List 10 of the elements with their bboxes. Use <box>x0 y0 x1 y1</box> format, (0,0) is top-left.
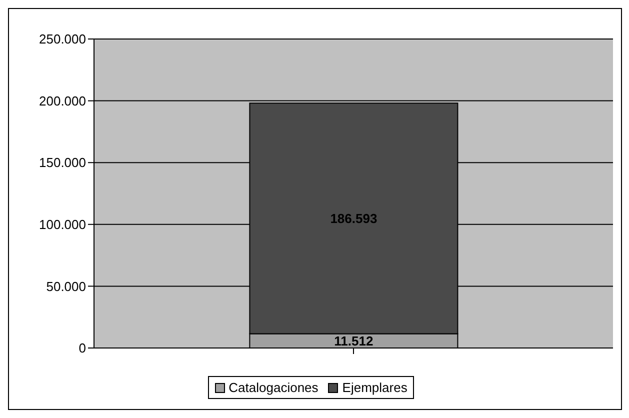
y-tick-label: 50.000 <box>46 278 86 294</box>
legend-label: Catalogaciones <box>228 380 318 395</box>
legend-label: Ejemplares <box>341 380 408 395</box>
y-tick-label: 0 <box>78 340 86 356</box>
y-tick-label: 100.000 <box>39 217 86 232</box>
data-label: 11.512 <box>334 334 374 348</box>
y-tick-label: 250.000 <box>39 32 86 47</box>
y-tick-label: 200.000 <box>39 93 86 108</box>
y-tick-label: 150.000 <box>39 155 86 170</box>
data-label: 186.593 <box>330 211 378 226</box>
